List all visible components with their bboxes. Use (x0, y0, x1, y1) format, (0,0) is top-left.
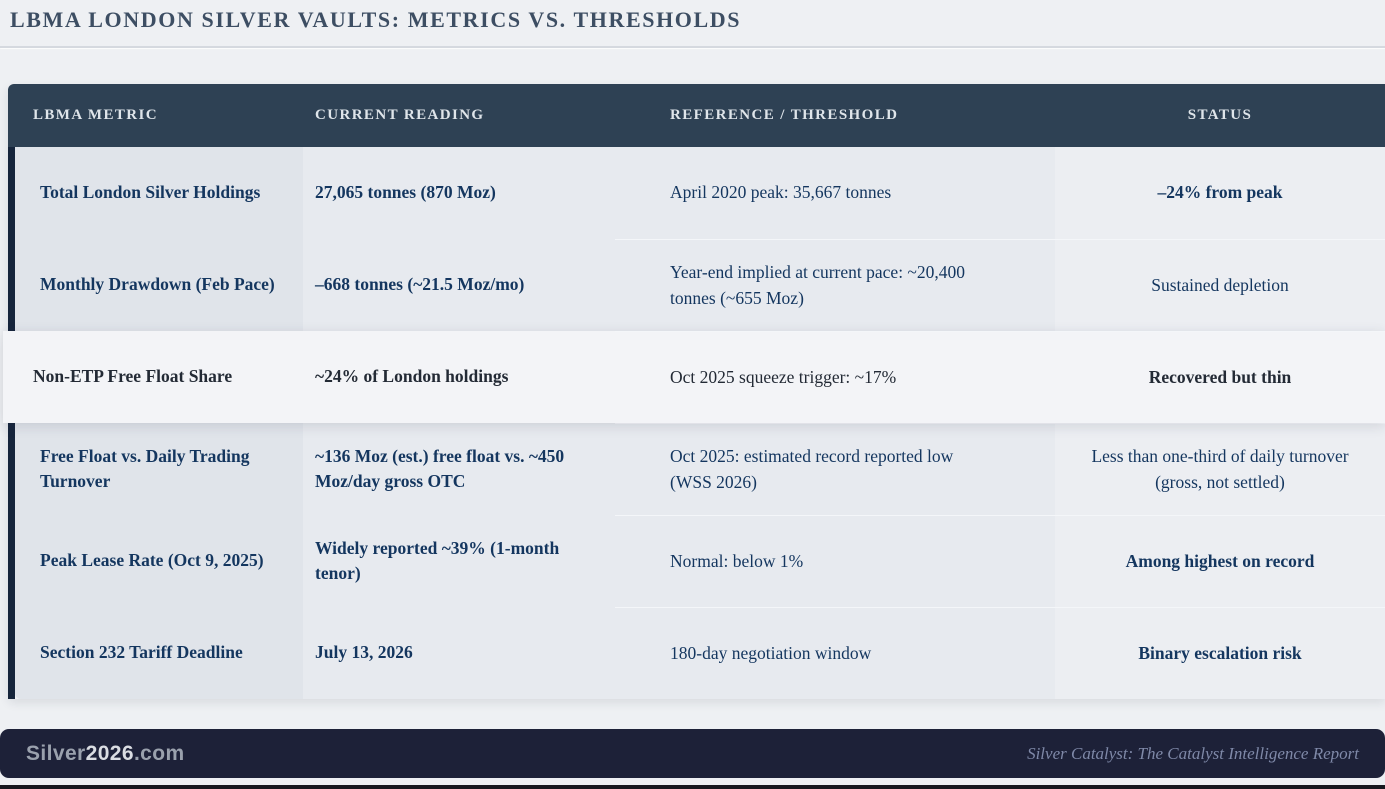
table-row: Section 232 Tariff Deadline July 13, 202… (8, 607, 1385, 699)
metric-cell: Total London Silver Holdings (15, 147, 303, 239)
table-header-row: LBMA METRIC CURRENT READING REFERENCE / … (8, 84, 1385, 147)
site-name-year: 2026 (85, 741, 134, 765)
reading-cell: Widely reported ~39% (1-month tenor) (303, 515, 615, 607)
table-body: Total London Silver Holdings 27,065 tonn… (3, 147, 1385, 699)
reference-cell: April 2020 peak: 35,667 tonnes (615, 147, 1055, 239)
reading-cell: 27,065 tonnes (870 Moz) (303, 147, 615, 239)
column-header-lbma-metric: LBMA METRIC (33, 107, 158, 123)
reading-cell: ~136 Moz (est.) free float vs. ~450 Moz/… (303, 423, 615, 515)
column-header-status: STATUS (1187, 107, 1253, 123)
reading-cell: July 13, 2026 (303, 607, 615, 699)
site-name-suffix: .com (133, 741, 185, 765)
metrics-table: LBMA METRIC CURRENT READING REFERENCE / … (3, 84, 1385, 699)
metric-cell: Free Float vs. Daily Trading Turnover (15, 423, 303, 515)
site-name-prefix: Silver (26, 741, 86, 765)
column-header-current-reading: CURRENT READING (315, 107, 485, 123)
status-cell: Recovered but thin (1055, 331, 1385, 423)
metric-cell: Monthly Drawdown (Feb Pace) (15, 239, 303, 331)
table-row: Peak Lease Rate (Oct 9, 2025) Widely rep… (8, 515, 1385, 607)
column-header-reference-threshold: REFERENCE / THRESHOLD (670, 107, 899, 123)
reference-cell: Oct 2025: estimated record reported low … (615, 423, 1055, 515)
reference-cell: Oct 2025 squeeze trigger: ~17% (615, 331, 1055, 423)
reference-cell: 180-day negotiation window (615, 607, 1055, 699)
title-divider (0, 46, 1385, 48)
metric-cell: Non-ETP Free Float Share (3, 331, 303, 423)
status-cell: Less than one-third of daily turnover (g… (1055, 423, 1385, 515)
reference-cell: Normal: below 1% (615, 515, 1055, 607)
site-name: Silver2026.com (26, 742, 185, 766)
bottom-edge-strip (0, 785, 1385, 789)
table-row: Free Float vs. Daily Trading Turnover ~1… (8, 423, 1385, 515)
reading-cell: –668 tonnes (~21.5 Moz/mo) (303, 239, 615, 331)
status-cell: Sustained depletion (1055, 239, 1385, 331)
table-row: Total London Silver Holdings 27,065 tonn… (8, 147, 1385, 239)
metric-cell: Section 232 Tariff Deadline (15, 607, 303, 699)
footer-bar: Silver2026.com Silver Catalyst: The Cata… (0, 729, 1385, 778)
reading-cell: ~24% of London holdings (303, 331, 615, 423)
status-cell: Binary escalation risk (1055, 607, 1385, 699)
reference-cell: Year-end implied at current pace: ~20,40… (615, 239, 1055, 331)
table-row: Monthly Drawdown (Feb Pace) –668 tonnes … (8, 239, 1385, 331)
status-cell: –24% from peak (1055, 147, 1385, 239)
status-cell: Among highest on record (1055, 515, 1385, 607)
metric-cell: Peak Lease Rate (Oct 9, 2025) (15, 515, 303, 607)
table-row-highlighted: Non-ETP Free Float Share ~24% of London … (3, 331, 1385, 423)
report-tagline: Silver Catalyst: The Catalyst Intelligen… (1027, 743, 1359, 763)
page-title: LBMA LONDON SILVER VAULTS: METRICS VS. T… (10, 7, 742, 32)
